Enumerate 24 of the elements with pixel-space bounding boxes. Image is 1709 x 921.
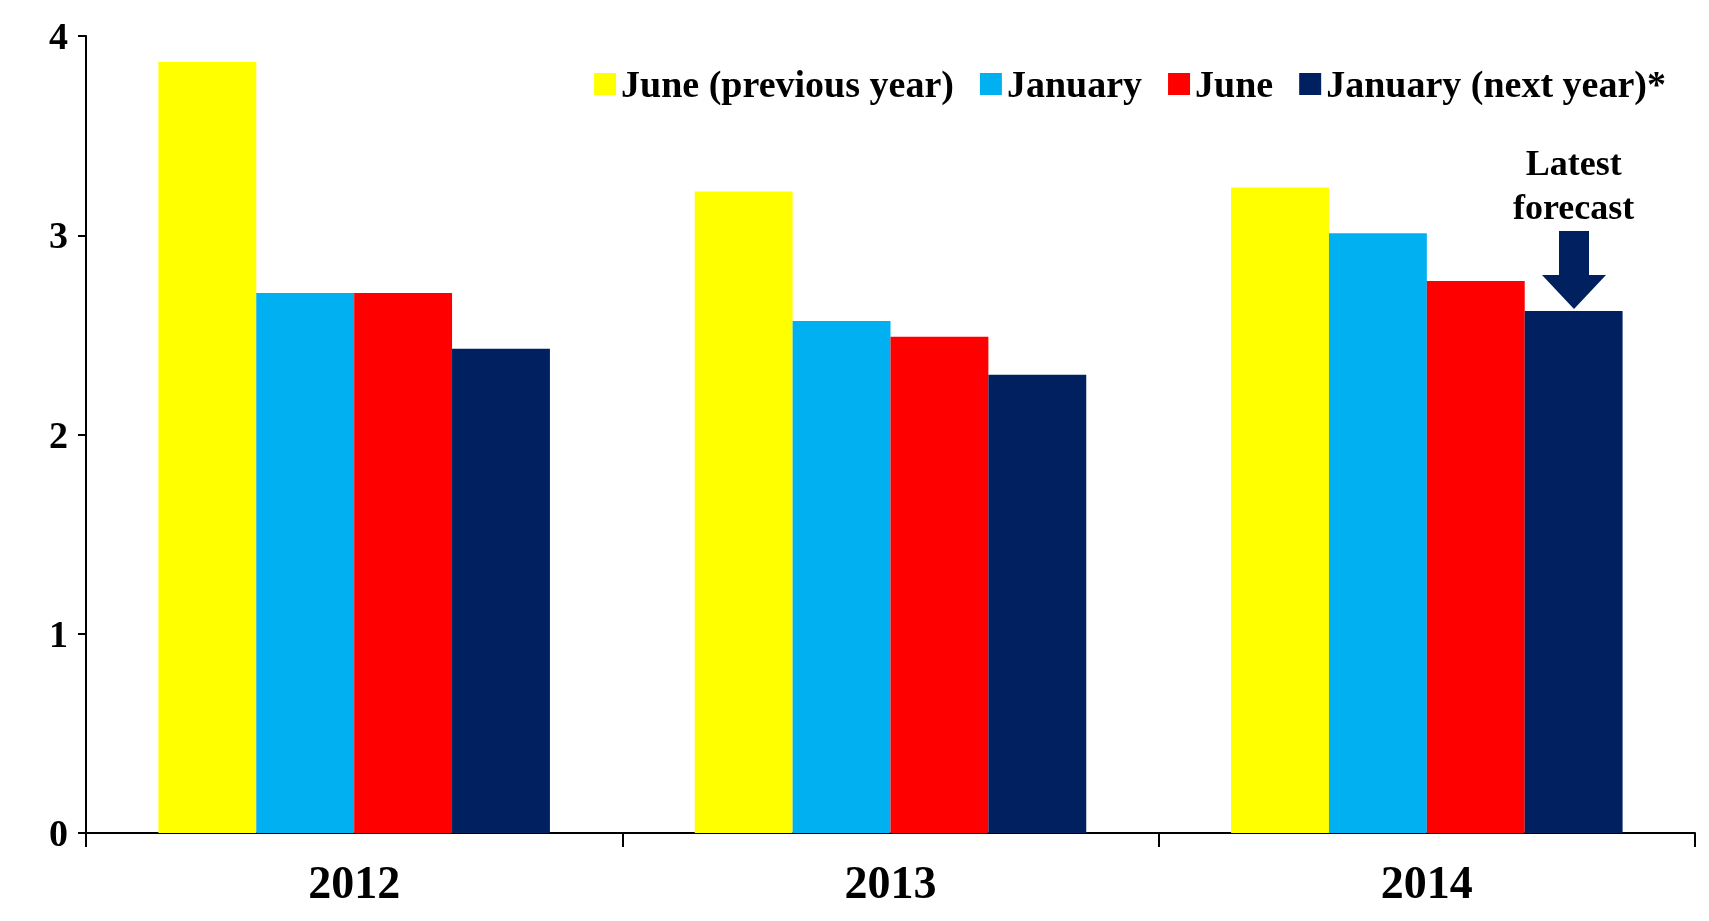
y-tick-label: 4: [49, 15, 68, 57]
bar: [1231, 187, 1329, 833]
annotation: Latest forecast: [1513, 142, 1635, 227]
legend-label: June (previous year): [621, 63, 954, 106]
bar: [256, 293, 355, 833]
bar: [694, 191, 793, 833]
bar: [354, 293, 453, 833]
legend-label: January: [1006, 63, 1143, 105]
y-tick-label: 0: [49, 812, 68, 854]
bar: [1426, 281, 1525, 833]
x-tick-label: 2013: [844, 856, 937, 908]
bar: [452, 348, 550, 833]
legend-label: January (next year)*: [1326, 63, 1667, 106]
bar: [988, 374, 1087, 833]
bar: [890, 336, 989, 833]
legend-label: June: [1195, 63, 1274, 105]
y-tick-label: 2: [49, 413, 68, 456]
x-tick-label: 2014: [1380, 856, 1473, 908]
bar: [158, 61, 257, 833]
y-tick-label: 3: [49, 214, 68, 257]
bar: [792, 320, 891, 833]
x-tick-label: 2012: [308, 856, 401, 908]
bar: [1328, 233, 1427, 833]
y-tick-label: 1: [49, 612, 68, 655]
